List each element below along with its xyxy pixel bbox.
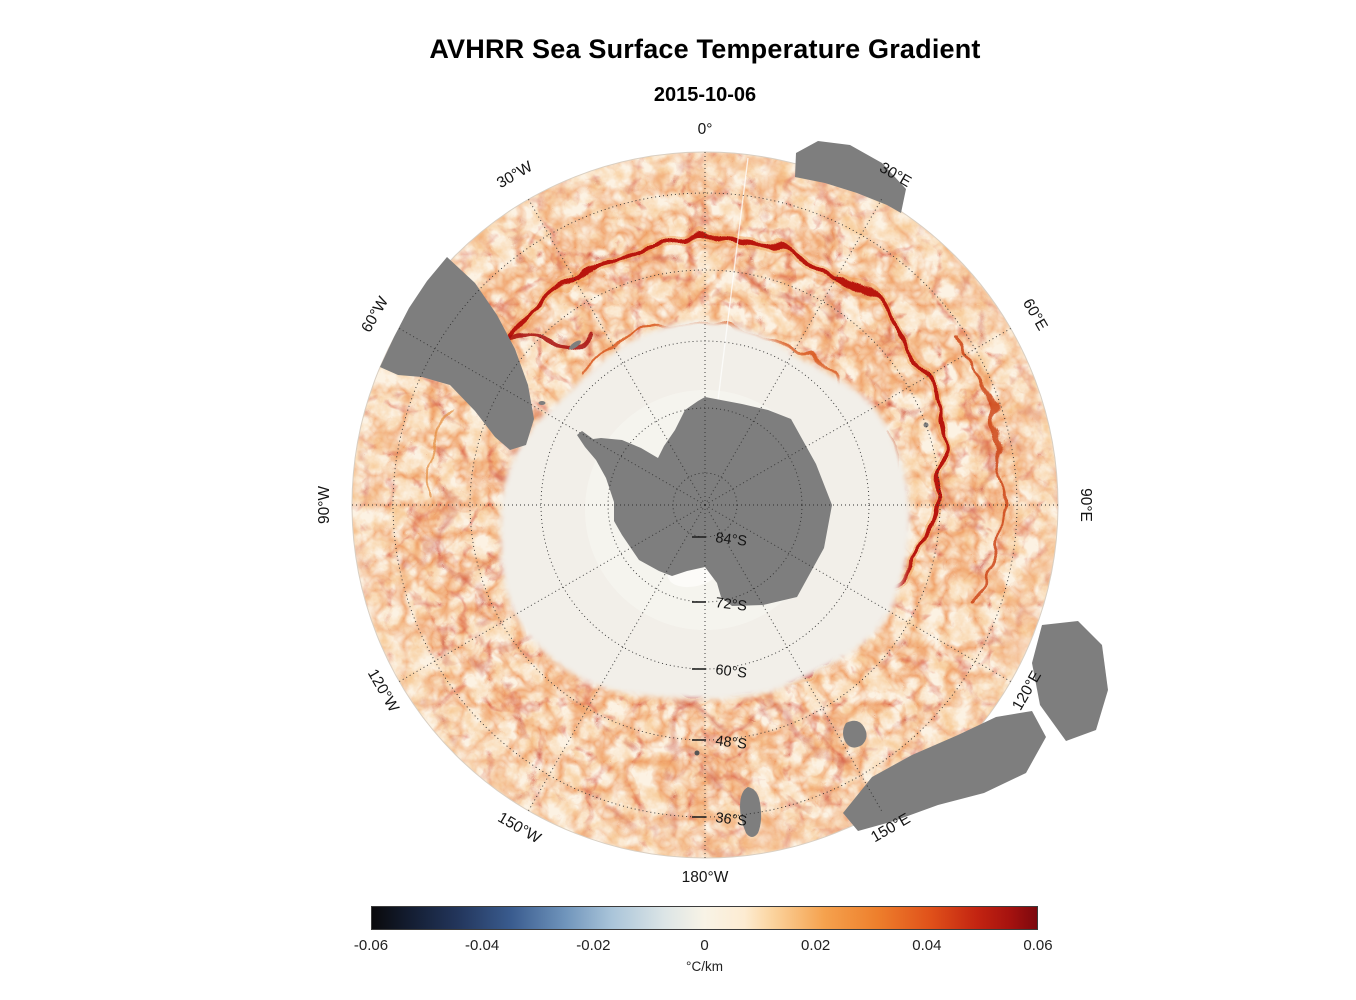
colorbar-tick-label: -0.06 bbox=[353, 937, 389, 954]
colorbar-gradient bbox=[371, 906, 1038, 930]
australia-southeast-landmass bbox=[843, 711, 1046, 831]
colorbar-tick-label: -0.04 bbox=[465, 937, 500, 954]
meridian-label-60e: 60°E bbox=[1019, 296, 1051, 334]
colorbar: -0.06 -0.04 -0.02 0 0.02 0.04 0.06 °C/km bbox=[354, 906, 1053, 976]
africa-landmass bbox=[795, 141, 906, 213]
new-zealand-landmass bbox=[740, 787, 762, 837]
parallel-label-84s: 84°S bbox=[715, 530, 748, 550]
falkland-islands bbox=[538, 401, 546, 405]
meridian-label-180w: 180°W bbox=[682, 869, 729, 886]
south-america-landmass bbox=[380, 257, 534, 450]
tasmania-landmass bbox=[843, 720, 867, 748]
colorbar-tick-label: 0.06 bbox=[1023, 937, 1053, 954]
parallel-label-36s: 36°S bbox=[715, 810, 748, 830]
meridian-label-90e: 90°E bbox=[1077, 488, 1094, 522]
meridian-label-30w: 30°W bbox=[494, 158, 536, 192]
meridian-label-60w: 60°W bbox=[358, 294, 392, 336]
antarctica-landmass bbox=[577, 397, 832, 606]
figure-subtitle: 2015-10-06 bbox=[653, 84, 757, 106]
figure-title: AVHRR Sea Surface Temperature Gradient bbox=[429, 34, 981, 64]
parallel-label-48s: 48°S bbox=[715, 733, 748, 753]
colorbar-tick-label: 0 bbox=[700, 937, 709, 954]
meridian-label-90w: 90°W bbox=[316, 486, 333, 524]
colorbar-tick-label: 0.04 bbox=[912, 937, 942, 954]
land-layer bbox=[380, 141, 1108, 837]
south-georgia-island bbox=[569, 340, 581, 350]
parallel-labels: 84°S 72°S 60°S 48°S 36°S bbox=[715, 530, 748, 830]
meridian-label-0: 0° bbox=[698, 121, 713, 138]
polar-map: 0° 30°E 60°E 90°E 120°E 150°E 180°W 150°… bbox=[316, 121, 1108, 886]
colorbar-tick-label: -0.02 bbox=[576, 937, 611, 954]
colorbar-unit-label: °C/km bbox=[686, 959, 723, 974]
parallel-label-60s: 60°S bbox=[715, 662, 748, 682]
colorbar-tick-label: 0.02 bbox=[801, 937, 831, 954]
parallel-ticks bbox=[692, 536, 706, 818]
small-island bbox=[694, 750, 700, 756]
parallel-label-72s: 72°S bbox=[715, 595, 748, 615]
australia-west-landmass bbox=[1032, 621, 1108, 741]
kerguelen-island bbox=[923, 422, 929, 428]
